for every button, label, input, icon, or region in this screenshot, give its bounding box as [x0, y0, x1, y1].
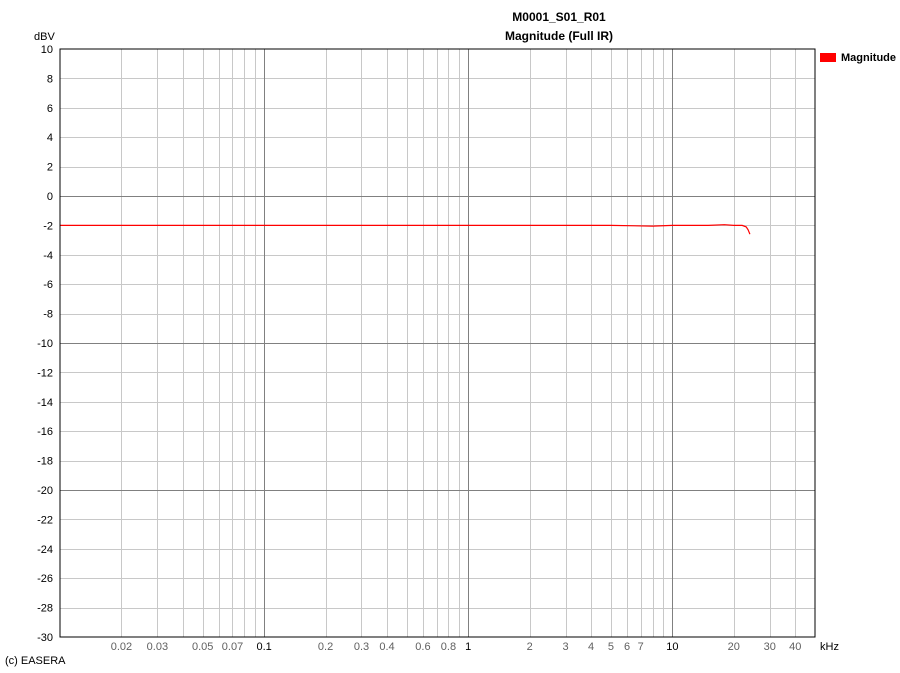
x-tick-label: 5: [608, 641, 614, 653]
x-tick-label: 0.1: [256, 641, 271, 653]
series-line-magnitude: [60, 224, 751, 235]
x-tick-label: 0.02: [111, 641, 132, 653]
y-tick-label: 8: [47, 73, 53, 85]
y-tick-label: -2: [43, 220, 53, 232]
x-tick-label: 0.2: [318, 641, 333, 653]
y-tick-label: -10: [37, 338, 53, 350]
y-tick-label: -24: [37, 544, 53, 556]
x-tick-label: 0.03: [147, 641, 168, 653]
y-tick-label: -12: [37, 367, 53, 379]
grid-major: [60, 49, 815, 637]
x-axis-label: kHz: [820, 641, 839, 653]
y-tick-labels: 10 8 6 4 2 0 -2 -4 -6 -8 -10 -12 -14 -16 -18 -20 -22 -24 -…: [37, 44, 53, 644]
y-tick-label: -4: [43, 250, 53, 262]
legend-label-magnitude: Magnitude: [841, 52, 896, 64]
x-tick-label: 40: [789, 641, 801, 653]
x-tick-label: 0.3: [354, 641, 369, 653]
x-tick-label: 6: [624, 641, 630, 653]
x-tick-label: 0.4: [379, 641, 394, 653]
x-tick-label: 2: [527, 641, 533, 653]
y-axis-label: dBV: [34, 31, 55, 43]
y-tick-label: -8: [43, 309, 53, 321]
x-tick-label: 30: [764, 641, 776, 653]
x-tick-label: 20: [728, 641, 740, 653]
x-tick-label: 7: [638, 641, 644, 653]
x-tick-label: 4: [588, 641, 594, 653]
y-tick-label: -18: [37, 456, 53, 468]
x-tick-label: 10: [666, 641, 678, 653]
y-tick-label: 4: [47, 132, 53, 144]
x-tick-label: 0.8: [441, 641, 456, 653]
x-tick-label: 0.05: [192, 641, 213, 653]
x-tick-labels: 0.02 0.03 0.05 0.07 0.1 0.2 0.3 0.4 0.6 0.8 1 2 3 4 5 6…: [111, 641, 802, 653]
x-tick-label: 1: [465, 641, 471, 653]
y-tick-label: 10: [41, 44, 53, 56]
y-tick-label: -28: [37, 603, 53, 615]
x-tick-label: 3: [563, 641, 569, 653]
y-tick-label: 2: [47, 162, 53, 174]
x-tick-label: 0.07: [222, 641, 243, 653]
y-tick-label: -30: [37, 632, 53, 644]
y-tick-label: -14: [37, 397, 53, 409]
y-tick-label: -16: [37, 426, 53, 438]
y-tick-label: -26: [37, 573, 53, 585]
y-tick-label: -22: [37, 514, 53, 526]
chart-subtitle: Magnitude (Full IR): [505, 29, 613, 43]
y-tick-label: 6: [47, 103, 53, 115]
series-group: [60, 224, 751, 235]
legend-swatch-magnitude: [820, 53, 836, 62]
y-tick-label: 0: [47, 191, 53, 203]
y-tick-label: -20: [37, 485, 53, 497]
legend: Magnitude: [820, 52, 896, 64]
chart-title: M0001_S01_R01: [512, 10, 606, 24]
plot-frame: [59, 48, 816, 638]
y-tick-label: -6: [43, 279, 53, 291]
copyright-footer: (c) EASERA: [5, 655, 66, 667]
x-tick-label: 0.6: [415, 641, 430, 653]
